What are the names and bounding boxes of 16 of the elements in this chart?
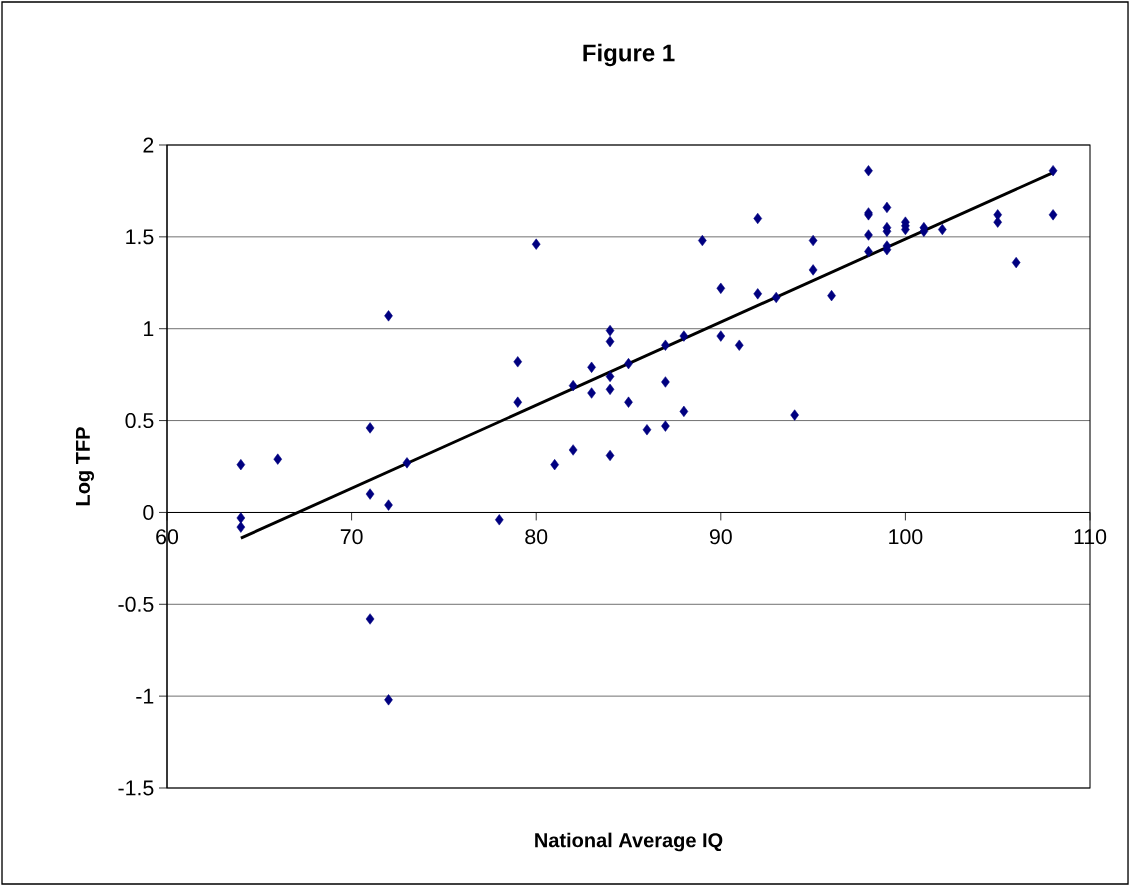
x-tick-label: 110 (1074, 529, 1107, 545)
x-tick-label: 100 (889, 529, 923, 545)
y-tick-label: -1.5 (118, 780, 154, 796)
y-axis-title: Log TFP (76, 427, 95, 506)
chart-title: Figure 1 (583, 43, 675, 67)
y-tick-label: 1 (144, 321, 154, 337)
y-tick-label: -1 (136, 688, 154, 704)
y-tick-label: 2 (143, 137, 154, 153)
x-tick-label: 70 (340, 529, 363, 545)
y-tick-label: 0.5 (125, 413, 154, 429)
x-tick-label: 90 (709, 529, 732, 545)
y-tick-label: 1.5 (126, 229, 154, 245)
y-tick-label: 0 (143, 504, 154, 520)
y-tick-label: -0.5 (118, 596, 154, 612)
x-axis-title: National Average IQ (535, 832, 723, 852)
x-tick-label: 80 (525, 529, 548, 545)
